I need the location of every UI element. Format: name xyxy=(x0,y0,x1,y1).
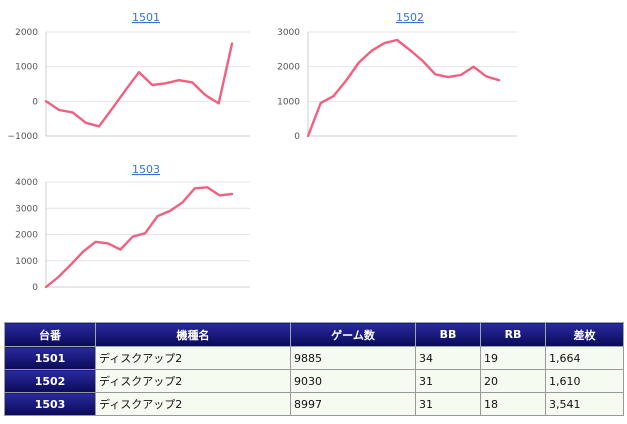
y-tick-label: 0 xyxy=(32,283,38,293)
table-header-row: 台番 機種名 ゲーム数 BB RB 差枚 xyxy=(4,322,624,347)
unit-data-table: 台番 機種名 ゲーム数 BB RB 差枚 1501 ディスクアップ2 9885 … xyxy=(4,322,624,416)
y-tick-label: 0 xyxy=(32,97,38,107)
difference-cell: 1,664 xyxy=(545,346,624,370)
bb-cell: 34 xyxy=(415,346,481,370)
header-game-count: ゲーム数 xyxy=(290,322,416,347)
chart-svg-1503: 1503 4000 3000 2000 1000 0 xyxy=(15,163,250,293)
table-row: 1502 ディスクアップ2 9030 31 20 1,610 xyxy=(4,369,624,393)
y-tick-label: −1000 xyxy=(8,132,39,142)
game-count-cell: 8997 xyxy=(290,392,416,416)
y-tick-label: 2000 xyxy=(15,28,38,38)
table-row: 1501 ディスクアップ2 9885 34 19 1,664 xyxy=(4,346,624,370)
y-tick-label: 0 xyxy=(294,132,300,142)
header-bb: BB xyxy=(415,322,481,347)
y-tick-label: 2000 xyxy=(15,231,38,241)
y-tick-label: 2000 xyxy=(277,63,300,73)
difference-cell: 1,610 xyxy=(545,369,624,393)
game-count-cell: 9030 xyxy=(290,369,416,393)
unit-number-cell: 1501 xyxy=(4,346,96,370)
rb-cell: 19 xyxy=(480,346,546,370)
chart-1503: 1503 4000 3000 2000 1000 0 xyxy=(0,160,260,295)
y-tick-label: 3000 xyxy=(277,28,300,38)
machine-name-cell: ディスクアップ2 xyxy=(95,369,291,393)
rb-cell: 20 xyxy=(480,369,546,393)
chart-1501: 1501 2000 1000 0 −1000 xyxy=(0,8,260,148)
series-line xyxy=(44,186,234,289)
rb-cell: 18 xyxy=(480,392,546,416)
chart-svg-1502: 1502 3000 2000 1000 0 xyxy=(277,11,517,142)
chart-title-link[interactable]: 1503 xyxy=(132,163,160,176)
chart-svg-1501: 1501 2000 1000 0 −1000 xyxy=(8,11,250,142)
table-row: 1503 ディスクアップ2 8997 31 18 3,541 xyxy=(4,392,624,416)
machine-name-cell: ディスクアップ2 xyxy=(95,392,291,416)
header-difference: 差枚 xyxy=(545,322,624,347)
y-tick-label: 1000 xyxy=(15,63,38,73)
game-count-cell: 9885 xyxy=(290,346,416,370)
header-rb: RB xyxy=(480,322,546,347)
bb-cell: 31 xyxy=(415,369,481,393)
chart-1502: 1502 3000 2000 1000 0 xyxy=(262,8,527,148)
chart-title-link[interactable]: 1502 xyxy=(396,11,424,24)
y-tick-label: 4000 xyxy=(15,178,38,188)
y-tick-label: 3000 xyxy=(15,204,38,214)
unit-number-cell: 1503 xyxy=(4,392,96,416)
chart-title-link[interactable]: 1501 xyxy=(132,11,160,24)
machine-name-cell: ディスクアップ2 xyxy=(95,346,291,370)
series-line xyxy=(44,42,234,128)
header-machine-name: 機種名 xyxy=(95,322,291,347)
header-unit-number: 台番 xyxy=(4,322,96,347)
y-tick-label: 1000 xyxy=(15,257,38,267)
bb-cell: 31 xyxy=(415,392,481,416)
y-tick-label: 1000 xyxy=(277,97,300,107)
series-line xyxy=(306,38,501,138)
unit-number-cell: 1502 xyxy=(4,369,96,393)
difference-cell: 3,541 xyxy=(545,392,624,416)
